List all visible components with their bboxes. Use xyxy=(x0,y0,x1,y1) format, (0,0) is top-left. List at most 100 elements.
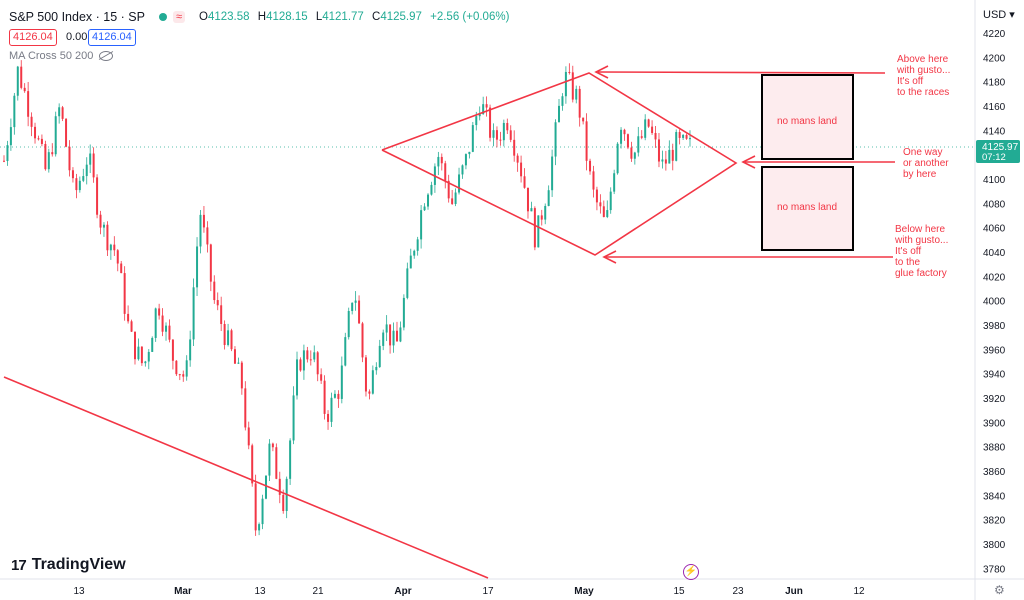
time-axis[interactable]: 13 Mar 13 21 Apr 17 May 15 23 Jun 12 xyxy=(73,586,865,597)
candle xyxy=(502,119,505,147)
candle xyxy=(378,339,381,368)
candle-body xyxy=(220,305,223,324)
currency-selector[interactable]: USD ▾ xyxy=(983,9,1015,21)
candle xyxy=(654,126,657,148)
hidden-eye-icon[interactable] xyxy=(99,51,114,61)
candle xyxy=(571,65,574,103)
candle-body xyxy=(302,350,305,371)
candle xyxy=(89,144,92,174)
candle xyxy=(592,165,595,198)
candle-body xyxy=(147,351,150,362)
candle xyxy=(489,104,492,142)
candle xyxy=(364,355,367,397)
candle xyxy=(27,81,30,127)
candle-body xyxy=(309,359,312,361)
candle xyxy=(440,153,443,171)
candle-body xyxy=(161,315,164,332)
candle-body xyxy=(685,134,688,139)
candle-body xyxy=(402,297,405,328)
lower-no-mans-land-box[interactable] xyxy=(761,166,854,251)
candle-body xyxy=(251,445,254,484)
candle xyxy=(54,111,57,157)
candle xyxy=(406,262,409,300)
candle-body xyxy=(520,162,523,177)
candle-body xyxy=(61,107,64,119)
candle-body xyxy=(292,395,295,441)
candle xyxy=(137,338,140,361)
candle-body xyxy=(478,114,481,117)
candle xyxy=(116,249,119,272)
symbol-header[interactable]: S&P 500 Index · 15 · SP ≈ O4123.58 H4128… xyxy=(9,7,509,27)
candle xyxy=(9,118,12,151)
candle-body xyxy=(123,273,126,314)
ask-price-box[interactable]: 4126.04 xyxy=(88,29,136,46)
candle-body xyxy=(464,154,467,166)
diamond-pattern[interactable] xyxy=(381,72,738,256)
candle xyxy=(333,390,336,399)
candle xyxy=(375,362,378,375)
candle xyxy=(316,351,319,382)
bar-countdown: 07:12 xyxy=(982,152,1006,163)
gear-icon[interactable]: ⚙ xyxy=(994,583,1005,597)
symbol-title[interactable]: S&P 500 Index · 15 · SP xyxy=(9,10,145,24)
candle xyxy=(595,186,598,211)
high-value: 4128.15 xyxy=(266,11,308,23)
candle-body xyxy=(427,194,430,207)
candle xyxy=(264,475,267,500)
candle xyxy=(254,474,257,536)
candle-body xyxy=(371,370,374,394)
candle-body xyxy=(578,88,581,118)
candle xyxy=(578,85,581,127)
x-tick-label: 21 xyxy=(312,586,324,597)
arrow-upper[interactable] xyxy=(594,65,886,79)
lightning-icon[interactable]: ⚡ xyxy=(683,564,699,580)
candle xyxy=(154,307,157,342)
candle-body xyxy=(495,130,498,140)
candle-body xyxy=(320,374,323,381)
x-tick-label: 13 xyxy=(73,586,85,597)
x-tick-label: May xyxy=(574,586,594,597)
candle-body xyxy=(199,214,202,247)
candle-body xyxy=(244,388,247,428)
candle-body xyxy=(133,331,136,360)
candle-body xyxy=(37,138,40,140)
candle xyxy=(523,168,526,189)
candle-body xyxy=(482,104,485,115)
y-tick-label: 4080 xyxy=(983,199,1006,210)
candle xyxy=(454,188,457,207)
candle xyxy=(413,249,416,259)
candle-body xyxy=(626,134,629,148)
candle xyxy=(685,133,688,140)
x-tick-label: Apr xyxy=(394,586,411,597)
candle-body xyxy=(151,337,154,352)
y-tick-label: 3880 xyxy=(983,443,1006,454)
candle-body xyxy=(51,152,54,155)
tradingview-mark-icon: 17 xyxy=(11,556,27,574)
support-trendline[interactable] xyxy=(3,376,489,579)
candle xyxy=(133,331,136,365)
high-label: H xyxy=(257,11,267,23)
indicator-legend[interactable]: MA Cross 50 200 xyxy=(9,50,114,62)
candle-body xyxy=(130,321,133,332)
arrow-middle[interactable] xyxy=(741,155,895,169)
upper-no-mans-land-box[interactable] xyxy=(761,74,854,160)
candle-body xyxy=(154,308,157,338)
price-axis[interactable]: 4220420041804160414041204100408040604040… xyxy=(983,29,1006,575)
candle xyxy=(327,410,330,430)
candle-body xyxy=(451,198,454,204)
candle xyxy=(192,278,195,347)
bid-price-box[interactable]: 4126.04 xyxy=(9,29,57,46)
candle xyxy=(630,141,633,162)
arrow-lower[interactable] xyxy=(602,250,893,264)
x-tick-label: 17 xyxy=(482,586,494,597)
candle xyxy=(102,222,105,237)
candle-body xyxy=(389,324,392,346)
ohlc-readout: O4123.58 H4128.15 L4121.77 C4125.97 +2.5… xyxy=(199,11,509,23)
candle xyxy=(558,99,561,123)
candle-body xyxy=(533,208,536,248)
candle xyxy=(540,209,543,226)
candle xyxy=(299,357,302,372)
candle xyxy=(609,187,612,214)
candle-body xyxy=(409,255,412,269)
